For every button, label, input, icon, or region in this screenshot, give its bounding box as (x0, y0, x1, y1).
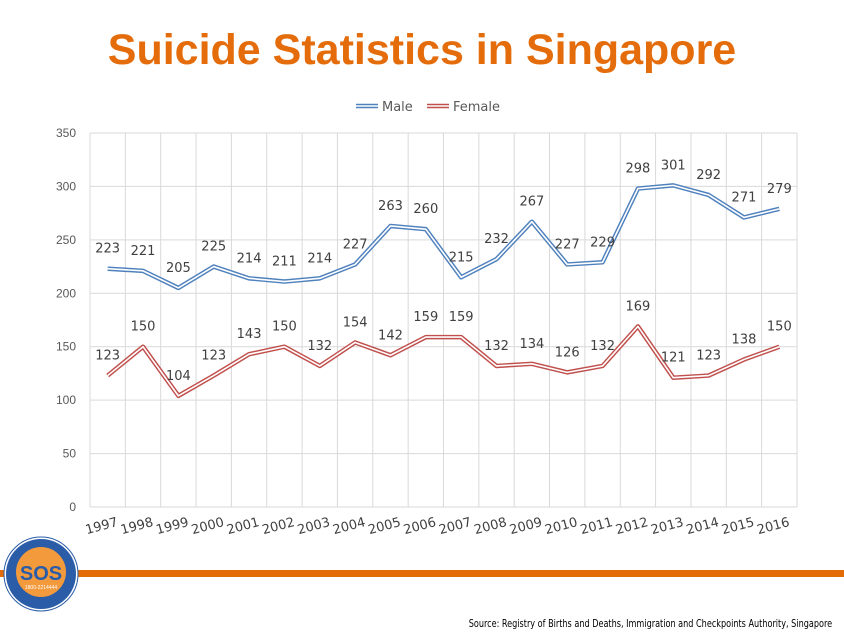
data-label: 123 (201, 349, 226, 364)
x-tick-label: 2011 (579, 515, 615, 538)
data-label: 215 (449, 250, 474, 265)
data-label: 104 (166, 369, 191, 384)
data-label: 154 (343, 315, 368, 330)
data-label: 143 (237, 327, 262, 342)
data-label: 126 (555, 345, 580, 360)
x-tick-label: 2009 (508, 515, 544, 538)
y-tick-label: 0 (69, 500, 76, 514)
data-label: 123 (696, 349, 721, 364)
series-line-inner-female (107, 325, 780, 397)
data-label: 232 (484, 232, 509, 247)
data-label: 279 (767, 182, 792, 197)
series-line-inner-male (107, 184, 780, 289)
data-label: 150 (131, 320, 156, 335)
page-title: Suicide Statistics in Singapore (107, 26, 737, 74)
data-label: 214 (307, 251, 332, 266)
data-label: 267 (519, 195, 544, 210)
x-tick-label: 2005 (367, 515, 403, 538)
x-tick-label: 2014 (685, 515, 721, 538)
data-label: 132 (590, 339, 615, 354)
data-label: 134 (519, 337, 544, 352)
data-label: 121 (661, 351, 686, 366)
data-label: 263 (378, 199, 403, 214)
x-tick-label: 2007 (437, 515, 473, 538)
legend-label-female: Female (453, 100, 500, 115)
x-tick-label: 2004 (331, 515, 367, 538)
data-label: 150 (272, 320, 297, 335)
data-label: 229 (590, 235, 615, 250)
y-tick-label: 100 (56, 393, 76, 407)
data-label: 123 (95, 349, 120, 364)
x-tick-label: 2012 (614, 515, 650, 538)
x-tick-label: 1997 (84, 515, 120, 538)
legend-label-male: Male (382, 100, 413, 115)
x-tick-label: 2013 (649, 515, 685, 538)
data-label: 150 (767, 320, 792, 335)
data-label: 301 (661, 158, 686, 173)
data-label: 132 (307, 339, 332, 354)
orange-divider (0, 570, 844, 577)
x-tick-label: 2003 (296, 515, 332, 538)
data-label: 214 (237, 251, 262, 266)
data-label: 138 (732, 333, 757, 348)
data-label: 298 (626, 162, 651, 177)
data-label: 132 (484, 339, 509, 354)
data-label: 225 (201, 240, 226, 255)
data-label: 223 (95, 242, 120, 257)
source-note: Source: Registry of Births and Deaths, I… (468, 617, 832, 630)
x-tick-label: 2010 (543, 515, 579, 538)
x-tick-label: 1999 (155, 515, 191, 538)
svg-text:1800-2214444: 1800-2214444 (25, 585, 57, 591)
y-tick-label: 250 (56, 233, 76, 247)
y-tick-label: 300 (56, 179, 76, 193)
data-label: 159 (413, 310, 438, 325)
data-label: 227 (343, 237, 368, 252)
y-tick-label: 150 (56, 340, 76, 354)
data-label: 142 (378, 328, 403, 343)
x-tick-label: 2016 (755, 515, 791, 538)
data-label: 260 (413, 202, 438, 217)
x-tick-label: 1998 (119, 515, 155, 538)
x-tick-label: 2006 (402, 515, 438, 538)
svg-text:SOS: SOS (20, 563, 62, 585)
y-tick-label: 50 (63, 447, 77, 461)
x-tick-label: 2008 (473, 515, 509, 538)
x-tick-label: 2000 (190, 515, 226, 538)
data-label: 205 (166, 261, 191, 276)
data-label: 271 (732, 190, 757, 205)
data-label: 169 (626, 299, 651, 314)
sos-logo: SOS 1800-2214444 (3, 536, 79, 612)
x-tick-label: 2001 (225, 515, 261, 538)
data-label: 221 (131, 244, 156, 259)
data-label: 159 (449, 310, 474, 325)
y-tick-label: 200 (56, 286, 76, 300)
x-tick-label: 2002 (261, 515, 297, 538)
data-label: 211 (272, 255, 297, 270)
y-tick-label: 350 (56, 126, 76, 140)
x-tick-label: 2015 (720, 515, 756, 538)
data-label: 292 (696, 168, 721, 183)
data-label: 227 (555, 237, 580, 252)
